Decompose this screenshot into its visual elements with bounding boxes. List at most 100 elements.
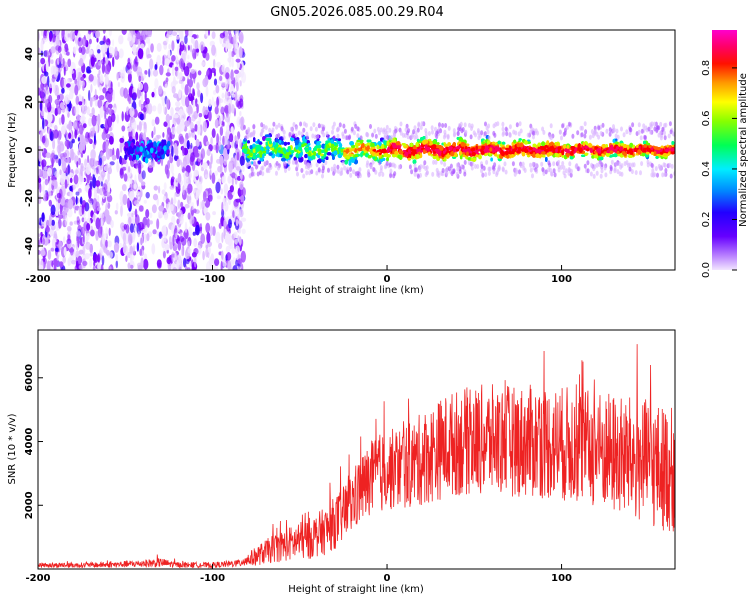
spectrogram-noise-cell <box>215 231 221 244</box>
spectrogram-noise-cell <box>139 191 143 198</box>
spectrogram-noise-cell <box>138 205 144 212</box>
spectrogram-noise-cell <box>44 178 49 186</box>
spectrogram-noise-cell <box>85 241 91 250</box>
spectrogram-noise-cell <box>152 159 155 168</box>
spectrogram-noise-cell <box>225 40 228 53</box>
spectrogram-noise-cell <box>145 191 150 199</box>
spectrogram-noise-cell <box>205 244 209 249</box>
spectrogram-noise-cell <box>81 217 85 223</box>
spectrogram-noise-cell <box>178 133 184 143</box>
spectrogram-noise-cell <box>232 35 237 45</box>
spectrogram-noise-cell <box>114 46 118 57</box>
spectrogram-noise-cell <box>50 59 54 64</box>
spectrogram-noise-cell <box>137 82 144 91</box>
spectrogram-noise-cell <box>195 161 198 166</box>
spectrogram-noise-cell <box>239 80 242 87</box>
spectrogram-noise-cell <box>210 137 213 146</box>
spectrogram-noise-cell <box>108 126 113 132</box>
spectrogram-noise-cell <box>71 259 77 265</box>
spectrogram-noise-cell <box>72 121 78 128</box>
spectrogram-noise-cell <box>209 162 212 170</box>
spectrogram-noise-cell <box>182 110 185 116</box>
spectrogram-noise-cell <box>177 240 182 251</box>
spectrogram-noise-cell <box>120 222 125 230</box>
spectrogram-noise-cell <box>79 57 84 66</box>
spectrogram-noise-cell <box>237 101 242 110</box>
spectrogram-noise-cell <box>47 167 52 177</box>
spectrogram-noise-cell <box>78 124 84 135</box>
spectrogram-noise-cell <box>123 87 128 99</box>
spectrogram-noise-cell <box>112 89 115 102</box>
spectrogram-noise-cell <box>87 209 91 221</box>
spectrogram-noise-cell <box>101 131 107 141</box>
spectrogram-noise-cell <box>239 181 244 191</box>
spectrogram-noise-cell <box>53 67 59 78</box>
spectrogram-noise-cell <box>107 115 113 128</box>
spectrogram-noise-cell <box>61 47 66 55</box>
spectrogram-noise-cell <box>126 69 133 75</box>
spectrogram-noise-cell <box>72 184 76 190</box>
spectrogram-noise-cell <box>40 249 46 257</box>
spectrogram-noise-cell <box>76 161 79 168</box>
spectrogram-noise-cell <box>115 253 119 262</box>
spectrogram-noise-cell <box>235 219 239 227</box>
spectrogram-noise-cell <box>71 138 75 144</box>
spectrogram-noise-cell <box>103 233 107 240</box>
spectrogram-noise-cell <box>213 78 218 86</box>
spectrogram-noise-cell <box>85 163 91 175</box>
spectrogram-noise-cell <box>240 67 245 78</box>
spectrogram-noise-cell <box>147 161 154 169</box>
spectrogram-noise-cell <box>212 90 217 95</box>
spectrogram-noise-cell <box>59 209 63 215</box>
spectrogram-noise-cell <box>83 105 88 111</box>
spectrogram-noise-cell <box>65 106 69 115</box>
spectrogram-noise-cell <box>119 140 123 153</box>
spectrogram-noise-cell <box>190 68 196 74</box>
spectrogram-noise-cell <box>107 202 111 209</box>
spectrogram-noise-cell <box>116 148 120 160</box>
spectrogram-noise-cell <box>235 198 241 203</box>
spectrogram-noise-cell <box>184 221 188 234</box>
spectrogram-noise-cell <box>193 187 196 194</box>
spectrogram-noise-cell <box>119 168 125 179</box>
spectrogram-noise-cell <box>226 252 232 261</box>
spectrogram-noise-cell <box>171 64 175 77</box>
spectrogram-noise-cell <box>95 160 99 167</box>
spectrogram-noise-cell <box>118 48 124 59</box>
spectrogram-noise-cell <box>82 244 86 256</box>
spectrogram-noise-cell <box>165 97 170 110</box>
spectrogram-noise-cell <box>214 118 219 129</box>
spectrogram-noise-cell <box>157 146 161 152</box>
spectrogram-noise-cell <box>99 74 104 84</box>
spectrogram-noise-cell <box>170 163 174 174</box>
spectrogram-noise-cell <box>240 263 244 270</box>
spectrogram-noise-cell <box>99 157 103 166</box>
spectrogram-noise-cell <box>39 101 42 111</box>
spectrogram-noise-cell <box>227 30 232 36</box>
spectrogram-noise-cell <box>161 189 166 195</box>
spectrogram-noise-cell <box>47 112 53 123</box>
spectrogram-noise-cell <box>235 174 238 179</box>
spectrogram-noise-cell <box>221 201 224 213</box>
spectrogram-noise-cell <box>143 150 148 157</box>
spectrogram-noise-cell <box>103 246 107 253</box>
spectrogram-noise-cell <box>200 233 206 244</box>
spectrogram-noise-cell <box>121 30 127 35</box>
spectrogram-noise-cell <box>194 48 197 59</box>
spectrogram-noise-cell <box>193 208 197 214</box>
spectrogram-noise-cell <box>187 248 192 254</box>
spectrogram-noise-cell <box>173 93 179 99</box>
spectrogram-noise-cell <box>185 265 188 270</box>
spectrogram-noise-cell <box>112 56 115 68</box>
spectrogram-noise-cell <box>239 31 244 44</box>
spectrogram-noise-cell <box>101 255 105 266</box>
spectrogram-noise-cell <box>176 158 181 168</box>
spectrogram-noise-cell <box>69 90 74 100</box>
spectrogram-noise-cell <box>174 66 179 72</box>
spectrogram-noise-cell <box>121 125 126 132</box>
spectrogram-noise-cell <box>169 185 175 190</box>
spectrogram-noise-cell <box>144 30 148 36</box>
spectrogram-noise-cell <box>189 121 194 130</box>
spectrogram-noise-cell <box>95 180 101 187</box>
spectrogram-noise-cell <box>162 195 167 202</box>
